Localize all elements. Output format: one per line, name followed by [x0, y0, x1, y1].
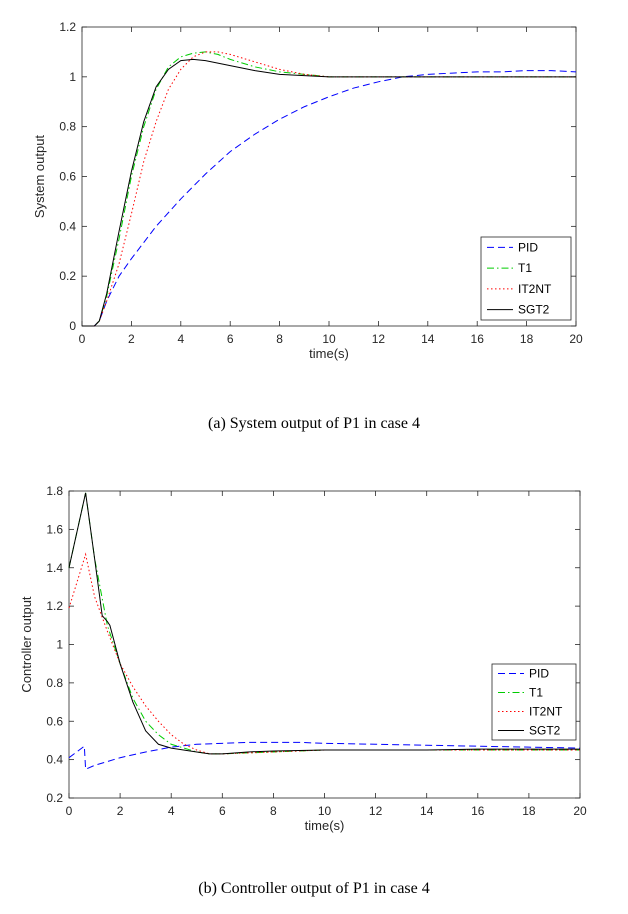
legend-label: IT2NT — [518, 282, 552, 296]
x-tick-label: 16 — [471, 332, 485, 346]
y-axis-label: Controller output — [19, 596, 34, 692]
x-tick-label: 16 — [471, 804, 485, 818]
x-tick-label: 18 — [520, 332, 534, 346]
series-line-sgt2 — [82, 58, 576, 327]
x-tick-label: 2 — [128, 332, 135, 346]
x-tick-label: 8 — [270, 804, 277, 818]
y-tick-label: 1.2 — [46, 599, 63, 613]
y-tick-label: 1.4 — [46, 561, 63, 575]
caption-system-output: (a) System output of P1 in case 4 — [208, 415, 420, 432]
controller-output-chart: 0 2 4 6 8 10 12 14 16 18 20 0.2 0.4 0.6 0.8 1 1.2 1.4 1.6 1… — [19, 484, 587, 833]
x-tick-label: 20 — [573, 804, 587, 818]
y-tick-label: 1 — [56, 638, 63, 652]
y-tick-label: 0.4 — [46, 753, 63, 767]
y-tick-label: 1.6 — [46, 522, 63, 536]
x-tick-label: 8 — [276, 332, 283, 346]
y-tick-label: 0.4 — [59, 219, 76, 233]
legend-label: SGT2 — [518, 303, 550, 317]
legend-label: PID — [518, 240, 538, 254]
x-tick-label: 10 — [318, 804, 332, 818]
series-line-pid — [68, 741, 581, 770]
y-axis-label: System output — [32, 135, 47, 218]
caption-controller-output: (b) Controller output of P1 in case 4 — [198, 880, 430, 897]
legend-label: T1 — [518, 261, 532, 275]
y-tick-label: 1 — [69, 70, 76, 84]
legend: PID T1 IT2NT SGT2 — [491, 663, 577, 741]
legend-label: SGT2 — [529, 724, 561, 738]
x-tick-label: 0 — [66, 804, 73, 818]
x-tick-label: 12 — [369, 804, 383, 818]
legend-label: IT2NT — [529, 705, 563, 719]
x-tick-label: 6 — [227, 332, 234, 346]
x-tick-label: 20 — [569, 332, 583, 346]
legend: PID T1 IT2NT SGT2 — [480, 236, 572, 321]
x-axis-label: time(s) — [309, 346, 349, 361]
legend-box — [491, 663, 577, 741]
x-tick-label: 14 — [420, 804, 434, 818]
x-axis-label: time(s) — [305, 818, 345, 833]
series-line-it2nt — [68, 552, 580, 755]
series-line-pid — [82, 70, 577, 327]
x-tick-label: 2 — [117, 804, 124, 818]
x-tick-label: 12 — [372, 332, 386, 346]
y-tick-label: 0.2 — [46, 791, 63, 805]
y-tick-label: 0 — [69, 319, 76, 333]
legend-label: T1 — [529, 686, 543, 700]
x-tick-label: 4 — [177, 332, 184, 346]
legend-box — [480, 236, 572, 321]
y-tick-label: 0.6 — [59, 170, 76, 184]
y-tick-label: 1.8 — [46, 484, 63, 498]
x-tick-label: 10 — [322, 332, 336, 346]
y-tick-label: 0.2 — [59, 269, 76, 283]
x-tick-label: 4 — [168, 804, 175, 818]
x-tick-label: 6 — [219, 804, 226, 818]
legend-label: PID — [529, 667, 549, 681]
x-tick-label: 0 — [79, 332, 86, 346]
x-tick-label: 14 — [421, 332, 435, 346]
y-tick-label: 1.2 — [59, 20, 76, 34]
y-tick-label: 0.8 — [46, 676, 63, 690]
x-tick-label: 18 — [522, 804, 536, 818]
y-tick-label: 0.8 — [59, 120, 76, 134]
series-line-sgt2 — [68, 492, 580, 755]
y-tick-label: 0.6 — [46, 714, 63, 728]
system-output-chart: 0 2 4 6 8 10 12 14 16 18 20 0 0.2 0.4 0.6 0.8 1 1.2 time(s… — [32, 20, 583, 361]
